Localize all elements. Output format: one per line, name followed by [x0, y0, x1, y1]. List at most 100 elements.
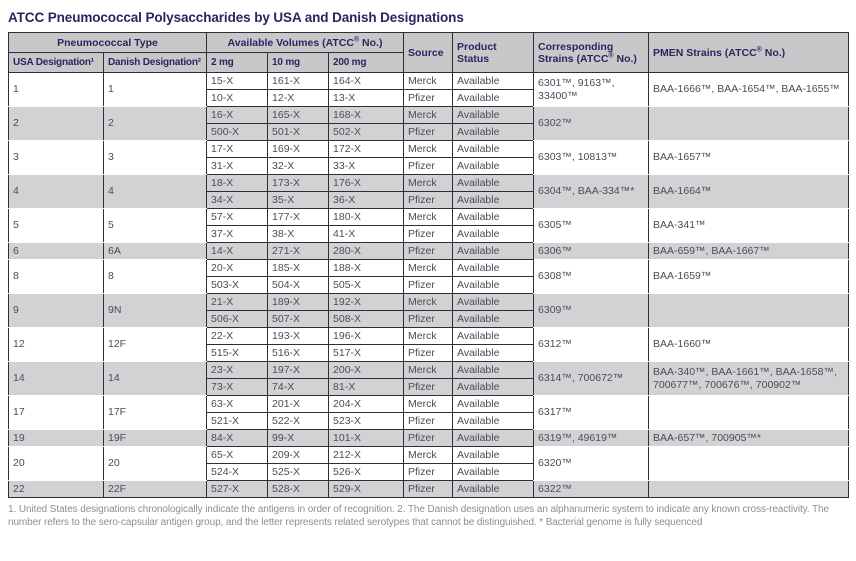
table-row: 12 12F 22-X 193-X 196-X Merck Available 6312™ BA… [8, 327, 850, 362]
danish-designation-cell: 4 [102, 174, 208, 209]
pmen-strains-cell [648, 106, 850, 141]
volume-200mg-cell: 176-X [328, 174, 405, 192]
volume-2mg-cell: 34-X [206, 191, 269, 209]
volume-200mg-cell: 505-X [328, 276, 405, 294]
table-header: Pneumococcal Type Available Volumes (ATC… [7, 32, 850, 73]
source-cell: Merck [403, 174, 454, 192]
table-row: 524-X 525-X 526-X Pfizer Available [9, 463, 849, 481]
volume-10mg-cell: 504-X [267, 276, 330, 294]
pmen-strains-cell: BAA-1659™ [648, 259, 850, 294]
source-cell: Pfizer [403, 242, 454, 260]
table-row: 4 4 18-X 173-X 176-X Merck Available 6304™, BAA… [8, 174, 850, 209]
pmen-strains-cell: BAA-340™, BAA-1661™, BAA-1658™, 700677™,… [648, 361, 850, 396]
usa-designation-cell: 9 [8, 293, 104, 328]
product-status-cell: Available [452, 412, 535, 430]
volume-2mg-cell: 500-X [206, 123, 269, 141]
source-cell: Pfizer [403, 480, 454, 498]
table-row: 34-X 35-X 36-X Pfizer Available [9, 191, 849, 209]
volume-2mg-cell: 16-X [206, 106, 269, 124]
volume-200mg-cell: 196-X [328, 327, 405, 345]
source-cell: Merck [403, 446, 454, 464]
volume-200mg-cell: 41-X [328, 225, 405, 243]
product-status-cell: Available [452, 344, 535, 362]
product-status-cell: Available [452, 361, 535, 379]
source-cell: Merck [403, 72, 454, 90]
source-cell: Merck [403, 106, 454, 124]
volume-10mg-cell: 522-X [267, 412, 330, 430]
source-cell: Pfizer [403, 344, 454, 362]
danish-designation-cell: 17F [102, 395, 208, 430]
product-status-cell: Available [452, 208, 535, 226]
volume-10mg-cell: 12-X [267, 89, 330, 107]
danish-designation-cell: 6A [102, 242, 208, 260]
pmen-strains-cell: BAA-1660™ [648, 327, 850, 362]
product-status-cell: Available [452, 106, 535, 124]
product-status-cell: Available [452, 480, 535, 498]
usa-designation-cell: 1 [8, 72, 104, 107]
header-danish-designation: Danish Designation² [102, 52, 208, 73]
table-row: 503-X 504-X 505-X Pfizer Available [9, 276, 849, 294]
source-cell: Pfizer [403, 378, 454, 396]
source-cell: Merck [403, 293, 454, 311]
corresponding-strains-cell: 6319™, 49619™ [533, 429, 650, 447]
corresponding-strains-cell: 6312™ [533, 327, 650, 362]
volume-200mg-cell: 200-X [328, 361, 405, 379]
volume-10mg-cell: 193-X [267, 327, 330, 345]
danish-designation-cell: 5 [102, 208, 208, 243]
volume-200mg-cell: 502-X [328, 123, 405, 141]
product-status-cell: Available [452, 259, 535, 277]
pneumococcal-table: Pneumococcal Type Available Volumes (ATC… [7, 32, 850, 498]
usa-designation-cell: 12 [8, 327, 104, 362]
volume-2mg-cell: 63-X [206, 395, 269, 413]
volume-200mg-cell: 526-X [328, 463, 405, 481]
usa-designation-cell: 8 [8, 259, 104, 294]
source-cell: Merck [403, 140, 454, 158]
table-row: 10-X 12-X 13-X Pfizer Available [9, 89, 849, 107]
usa-designation-cell: 6 [8, 242, 104, 260]
source-cell: Pfizer [403, 157, 454, 175]
pmen-strains-cell: BAA-1666™, BAA-1654™, BAA-1655™ [648, 72, 850, 107]
volume-200mg-cell: 172-X [328, 140, 405, 158]
danish-designation-cell: 9N [102, 293, 208, 328]
volume-200mg-cell: 33-X [328, 157, 405, 175]
source-cell: Pfizer [403, 276, 454, 294]
product-status-cell: Available [452, 378, 535, 396]
product-status-cell: Available [452, 276, 535, 294]
header-source: Source [403, 32, 454, 73]
source-cell: Merck [403, 259, 454, 277]
volume-2mg-cell: 20-X [206, 259, 269, 277]
table-row: 3 3 17-X 169-X 172-X Merck Available 6303™, 108… [8, 140, 850, 175]
source-cell: Merck [403, 395, 454, 413]
usa-designation-cell: 2 [8, 106, 104, 141]
source-cell: Pfizer [403, 463, 454, 481]
pmen-strains-cell: BAA-659™, BAA-1667™ [648, 242, 850, 260]
product-status-cell: Available [452, 89, 535, 107]
volume-200mg-cell: 280-X [328, 242, 405, 260]
usa-designation-cell: 5 [8, 208, 104, 243]
corresponding-strains-cell: 6314™, 700672™ [533, 361, 650, 396]
table-row: 515-X 516-X 517-X Pfizer Available [9, 344, 849, 362]
header-2mg: 2 mg [206, 52, 269, 73]
corresponding-strains-cell: 6308™ [533, 259, 650, 294]
pmen-strains-cell: BAA-1664™ [648, 174, 850, 209]
product-status-cell: Available [452, 293, 535, 311]
source-cell: Pfizer [403, 89, 454, 107]
usa-designation-cell: 14 [8, 361, 104, 396]
pmen-strains-cell: BAA-1657™ [648, 140, 850, 175]
volume-2mg-cell: 527-X [206, 480, 269, 498]
volume-10mg-cell: 185-X [267, 259, 330, 277]
volume-200mg-cell: 13-X [328, 89, 405, 107]
danish-designation-cell: 19F [102, 429, 208, 447]
danish-designation-cell: 22F [102, 480, 208, 498]
table-row: 20 20 65-X 209-X 212-X Merck Available 6320™ [8, 446, 850, 481]
corresponding-strains-cell: 6305™ [533, 208, 650, 243]
pmen-strains-cell: BAA-341™ [648, 208, 850, 243]
product-status-cell: Available [452, 446, 535, 464]
volume-10mg-cell: 35-X [267, 191, 330, 209]
volume-2mg-cell: 22-X [206, 327, 269, 345]
product-status-cell: Available [452, 123, 535, 141]
table-row: 8 8 20-X 185-X 188-X Merck Available 6308™ BAA-1… [8, 259, 850, 294]
source-cell: Merck [403, 208, 454, 226]
volume-2mg-cell: 521-X [206, 412, 269, 430]
